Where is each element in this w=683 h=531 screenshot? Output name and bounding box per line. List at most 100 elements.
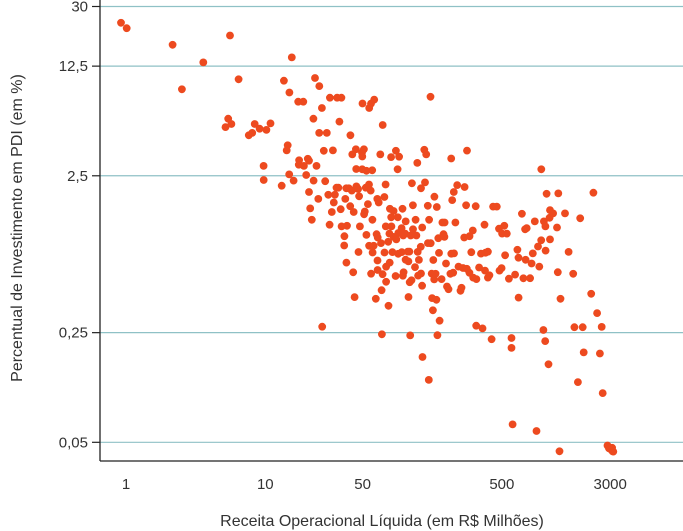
data-point (541, 337, 550, 345)
data-point (413, 159, 422, 167)
data-point (356, 222, 364, 231)
data-point (553, 268, 562, 277)
data-point (539, 326, 548, 334)
data-point (549, 209, 557, 218)
data-point (609, 447, 618, 456)
data-point (564, 248, 573, 256)
data-point (597, 323, 606, 331)
data-point (409, 225, 417, 234)
data-point (300, 162, 308, 170)
data-point (199, 58, 208, 67)
data-point (277, 181, 286, 190)
data-point (318, 104, 326, 112)
data-point (319, 146, 328, 155)
data-point (366, 186, 375, 195)
y-tick-label: 2,5 (67, 168, 88, 185)
data-point (178, 85, 186, 94)
data-point (306, 204, 315, 213)
data-point (329, 198, 338, 207)
data-point (501, 251, 509, 260)
data-point (404, 293, 413, 301)
y-tick-label: 12,5 (59, 58, 88, 75)
data-point (465, 232, 474, 241)
data-point (541, 222, 550, 231)
data-point (437, 275, 446, 283)
data-point (340, 232, 349, 241)
y-tick-label: 0,25 (59, 325, 88, 342)
data-point (426, 239, 435, 248)
data-point (234, 75, 243, 84)
data-point (418, 223, 427, 232)
data-point (314, 195, 323, 203)
data-point (325, 220, 334, 229)
data-point (327, 208, 336, 216)
data-point (368, 248, 377, 257)
data-point (497, 264, 506, 272)
data-point (576, 214, 585, 223)
data-point (407, 276, 416, 285)
data-point (336, 205, 345, 214)
data-point (370, 95, 379, 104)
data-point (570, 323, 579, 332)
data-point (349, 268, 358, 277)
data-point (411, 215, 420, 224)
data-point (453, 181, 462, 190)
data-point (226, 31, 234, 40)
data-point (397, 224, 406, 233)
data-point (389, 207, 398, 215)
data-point (362, 231, 371, 239)
data-point (484, 247, 492, 256)
data-point (287, 53, 296, 62)
data-point (418, 281, 426, 290)
data-point (285, 170, 294, 179)
data-point (352, 145, 360, 154)
data-point (368, 166, 377, 175)
data-point (384, 237, 393, 246)
data-point (544, 360, 553, 369)
data-point (471, 202, 480, 211)
data-point (311, 74, 319, 82)
data-point (425, 215, 433, 224)
data-point (349, 208, 358, 216)
data-point (451, 218, 460, 227)
x-tick-label: 10 (257, 476, 274, 493)
data-point (447, 154, 456, 163)
data-point (587, 289, 596, 298)
data-point (342, 258, 351, 267)
data-point (335, 117, 344, 126)
data-point (457, 283, 466, 292)
data-point (593, 309, 601, 317)
data-point (352, 165, 361, 173)
data-point (315, 82, 324, 90)
data-point (259, 176, 268, 184)
data-point (305, 188, 313, 196)
data-point (387, 153, 395, 162)
y-tick-label: 0,05 (59, 434, 88, 451)
data-point (412, 231, 421, 240)
data-point (487, 335, 496, 344)
data-point (463, 146, 471, 155)
y-tick-label: 30 (71, 0, 88, 15)
data-point (409, 201, 417, 210)
data-point (502, 229, 511, 238)
data-point (542, 189, 551, 198)
data-point (450, 249, 458, 258)
data-point (478, 324, 487, 333)
data-point (365, 180, 373, 189)
data-point (589, 188, 598, 197)
data-point (346, 131, 355, 140)
data-point (248, 129, 257, 137)
data-point (535, 262, 544, 271)
data-point (435, 249, 443, 257)
data-point (537, 236, 546, 245)
data-point (364, 200, 372, 209)
data-point (444, 285, 453, 294)
data-point (305, 156, 313, 165)
data-point (392, 146, 400, 155)
y-axis-title: Percentual de Investimento em PDI (em %) (9, 74, 26, 382)
data-point (426, 92, 435, 101)
x-axis-title: Receita Operacional Líquida (em R$ Milhõ… (220, 513, 544, 530)
data-point (561, 209, 569, 218)
data-point (371, 294, 380, 303)
data-point (514, 293, 523, 302)
